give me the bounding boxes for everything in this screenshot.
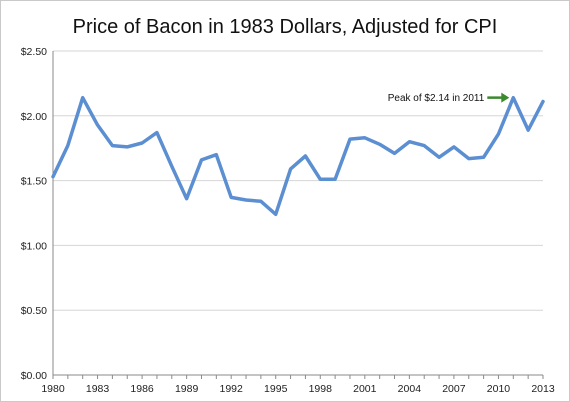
- data-point: [155, 131, 158, 134]
- data-point: [497, 132, 500, 135]
- axes: [52, 51, 544, 379]
- y-tick-label: $0.00: [21, 370, 47, 382]
- chart-title: Price of Bacon in 1983 Dollars, Adjusted…: [73, 16, 498, 38]
- data-point: [393, 152, 396, 155]
- x-tick-label: 1992: [220, 383, 244, 395]
- data-point: [289, 167, 292, 170]
- y-tick-label: $0.50: [21, 305, 47, 317]
- data-point: [66, 144, 69, 147]
- data-point: [170, 165, 173, 168]
- data-point: [215, 153, 218, 156]
- x-tick-label: 1998: [309, 383, 333, 395]
- series-layer: [51, 95, 545, 217]
- data-point: [363, 136, 366, 139]
- x-tick-label: 2010: [487, 383, 511, 395]
- x-tick-label: 1995: [264, 383, 288, 395]
- x-tick-label: 1986: [130, 383, 154, 395]
- x-tick-label: 2007: [442, 383, 466, 395]
- data-point: [319, 178, 322, 181]
- y-tick-label: $1.50: [21, 176, 47, 188]
- data-point: [348, 138, 351, 141]
- x-tick-label: 2001: [353, 383, 377, 395]
- data-point: [245, 199, 248, 202]
- data-point: [141, 142, 144, 145]
- x-tick-label: 2004: [398, 383, 422, 395]
- data-point: [52, 175, 55, 178]
- data-point: [512, 96, 515, 99]
- data-point: [438, 156, 441, 159]
- y-tick-label: $2.50: [21, 46, 47, 58]
- y-tick-label: $1.00: [21, 240, 47, 252]
- data-point: [334, 178, 337, 181]
- data-point: [408, 140, 411, 143]
- data-point: [304, 154, 307, 157]
- peak-arrow-icon: [501, 92, 510, 103]
- data-point: [81, 96, 84, 99]
- bacon-price-series-line: [51, 95, 545, 217]
- x-tick-label: 1980: [41, 383, 65, 395]
- data-point: [185, 197, 188, 200]
- y-tick-labels: $0.00 $0.50 $1.00 $1.50 $2.00 $2.50: [21, 46, 47, 382]
- data-point: [423, 144, 426, 147]
- data-point: [259, 200, 262, 203]
- data-point: [467, 157, 470, 160]
- x-tick-label: 2013: [531, 383, 555, 395]
- data-point: [111, 144, 114, 147]
- data-point: [527, 129, 530, 132]
- data-point: [482, 156, 485, 159]
- x-tick-labels: 1980 1983 1986 1989 1992 1995 1998 2001 2004 2007…: [41, 383, 555, 395]
- annotation-layer: Peak of $2.14 in 2011: [388, 92, 510, 104]
- data-point: [378, 143, 381, 146]
- gridlines: [53, 50, 543, 311]
- data-point: [200, 158, 203, 161]
- data-point: [452, 145, 455, 148]
- data-point: [126, 145, 129, 148]
- y-tick-label: $2.00: [21, 111, 47, 123]
- data-point: [230, 196, 233, 199]
- data-point: [274, 213, 277, 216]
- data-point: [542, 100, 545, 103]
- data-point: [96, 123, 99, 126]
- peak-annotation-text: Peak of $2.14 in 2011: [388, 93, 485, 104]
- x-tick-label: 1983: [86, 383, 110, 395]
- x-tick-label: 1989: [175, 383, 199, 395]
